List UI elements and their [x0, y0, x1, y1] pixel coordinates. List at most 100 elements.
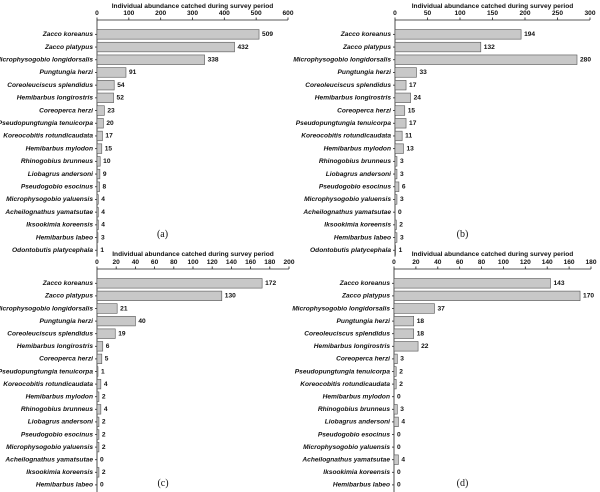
- category-label: Microphysogobio yaluensis: [6, 444, 93, 451]
- panel-b: Individual abundance catched during surv…: [293, 3, 596, 257]
- category-label: Hemibarbus longirostris: [17, 95, 94, 102]
- value-label: 15: [408, 107, 416, 114]
- x-tick-label: 20: [113, 259, 121, 266]
- category-label: Pungtungia herzi: [40, 318, 94, 325]
- category-label: Microphysogobio longidorsalis: [293, 57, 391, 64]
- bar: [96, 168, 101, 180]
- bar: [96, 303, 118, 314]
- category-label: Rhinogobius brunneus: [318, 406, 390, 413]
- value-label: 143: [554, 280, 565, 287]
- bar: [393, 378, 397, 390]
- category-label: Pseudogobio esocinus: [319, 184, 392, 191]
- bar: [96, 118, 104, 129]
- x-tick-label: 100: [123, 10, 134, 17]
- bar: [96, 105, 105, 116]
- value-label: 22: [421, 343, 429, 350]
- value-label: 0: [397, 444, 401, 451]
- bar: [96, 130, 103, 142]
- value-label: 4: [101, 222, 105, 229]
- panel-c: Individual abundance catched during surv…: [0, 251, 295, 492]
- bar: [96, 29, 260, 40]
- x-axis-title: Individual abundance catched during surv…: [412, 251, 574, 258]
- category-label: Hemibarbus mylodon: [26, 145, 93, 152]
- x-tick-label: 0: [393, 10, 397, 17]
- category-label: Liobagrus andersoni: [28, 419, 93, 426]
- category-label: Coreoleuciscus splendidus: [305, 82, 391, 89]
- category-label: Microphysogobio longidorsalis: [0, 305, 93, 312]
- category-label: Koreocobitis rotundicaudata: [3, 381, 93, 388]
- value-label: 130: [225, 293, 236, 300]
- category-label: Microphysogobio yaluensis: [6, 196, 93, 203]
- value-label: 11: [405, 133, 412, 140]
- category-label: Coreoperca herzi: [336, 356, 390, 363]
- panel-a: Individual abundance catched during surv…: [0, 3, 294, 257]
- category-label: Hemibarbus longirostris: [17, 343, 94, 350]
- bar: [96, 429, 100, 440]
- value-label: 0: [397, 469, 401, 476]
- bar: [394, 168, 398, 180]
- x-tick-label: 160: [245, 259, 256, 266]
- value-label: 2: [102, 393, 106, 400]
- category-label: Microphysogobio yaluensis: [303, 444, 390, 451]
- value-label: 4: [104, 381, 108, 388]
- value-label: 23: [107, 107, 115, 114]
- x-axis-title: Individual abundance catched during surv…: [112, 3, 274, 10]
- category-label: Zacco koreanus: [340, 31, 392, 38]
- value-label: 37: [437, 305, 445, 312]
- category-label: Pseudopungtungia tenuicorpa: [295, 368, 391, 375]
- bar: [393, 303, 435, 314]
- value-label: 4: [101, 196, 105, 203]
- x-tick-label: 200: [519, 10, 530, 17]
- bar: [393, 341, 419, 352]
- x-tick-label: 180: [585, 259, 596, 266]
- value-label: 4: [401, 456, 405, 463]
- bar: [394, 29, 522, 40]
- x-tick-label: 250: [552, 10, 563, 17]
- bar: [393, 328, 415, 339]
- category-label: Zacco koreanus: [42, 280, 94, 287]
- bar: [394, 41, 482, 53]
- bar: [96, 315, 136, 327]
- value-label: 20: [106, 120, 114, 127]
- category-label: Zacco platypus: [44, 44, 93, 51]
- bar: [96, 181, 100, 192]
- category-label: Iksookimia koreensis: [324, 222, 391, 229]
- category-label: Iksookimia koreensis: [323, 469, 390, 476]
- bar: [96, 467, 100, 478]
- value-label: 432: [238, 44, 249, 51]
- value-label: 280: [580, 57, 591, 64]
- bar: [96, 366, 99, 377]
- bar: [96, 194, 99, 205]
- x-tick-label: 60: [456, 259, 464, 266]
- x-tick-label: 0: [392, 259, 396, 266]
- value-label: 19: [118, 330, 126, 337]
- bar: [394, 143, 404, 154]
- category-label: Pseudogobio esocinus: [21, 184, 94, 191]
- value-label: 2: [102, 431, 106, 438]
- value-label: 33: [419, 69, 427, 76]
- bar: [96, 156, 101, 167]
- bar: [96, 328, 116, 339]
- value-label: 338: [208, 57, 219, 64]
- value-label: 21: [120, 305, 128, 312]
- category-label: Rhinogobius brunneus: [21, 406, 93, 413]
- value-label: 3: [400, 356, 404, 363]
- category-label: Pseudogobio esocinus: [318, 431, 391, 438]
- category-label: Hemibarbus mylodon: [26, 393, 93, 400]
- x-tick-label: 0: [95, 10, 99, 17]
- bar: [96, 441, 100, 453]
- value-label: 24: [414, 95, 422, 102]
- bar: [394, 156, 398, 167]
- x-tick-label: 100: [454, 10, 465, 17]
- bar: [393, 290, 581, 302]
- panel-label: (a): [157, 229, 168, 240]
- panel-label: (d): [457, 478, 469, 489]
- value-label: 3: [400, 406, 404, 413]
- bar: [394, 181, 400, 192]
- value-label: 17: [409, 120, 417, 127]
- x-tick-label: 500: [251, 10, 262, 17]
- x-tick-label: 50: [424, 10, 432, 17]
- bar: [96, 92, 114, 103]
- value-label: 2: [399, 222, 403, 229]
- value-label: 10: [103, 158, 111, 165]
